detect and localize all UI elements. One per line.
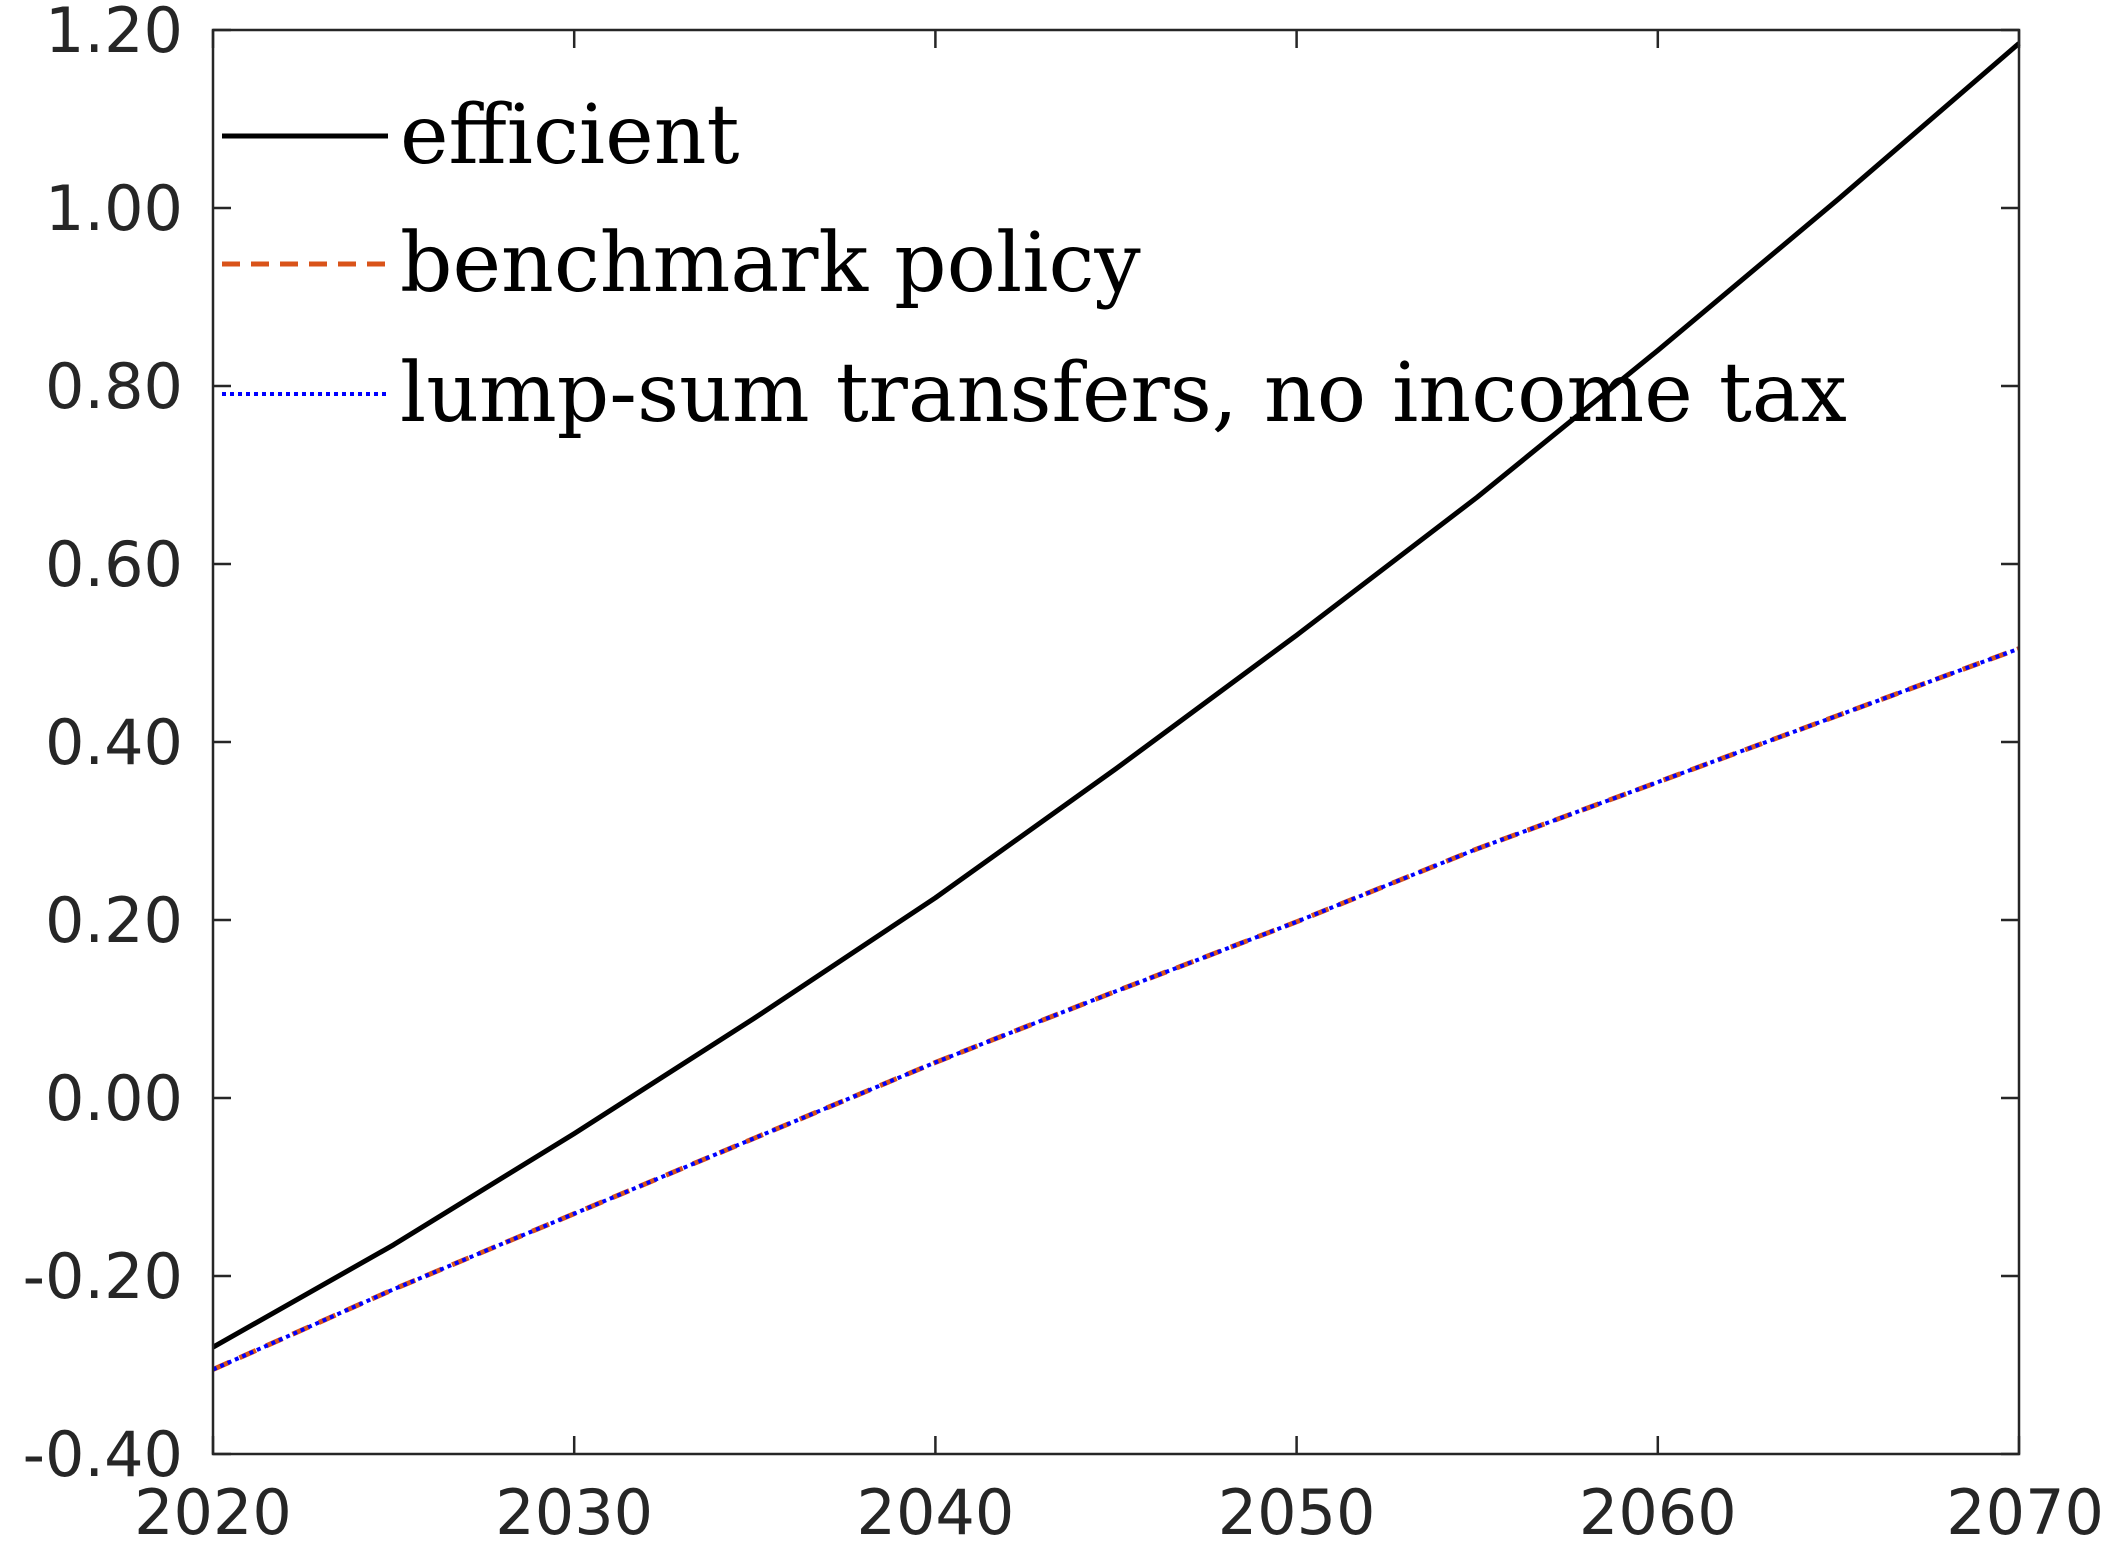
y-tick-label: 0.20 <box>45 884 183 957</box>
x-tick-label: 2050 <box>1218 1476 1376 1549</box>
legend-label-1: efficient <box>400 88 739 183</box>
series-line-2 <box>211 646 2020 1372</box>
y-tick-label: 0.40 <box>45 706 183 779</box>
y-tick-label: 1.20 <box>45 0 183 67</box>
series-line-3 <box>212 646 2020 1372</box>
y-tick-label: 0.60 <box>45 528 183 601</box>
legend-label-2: benchmark policy <box>400 216 1141 311</box>
y-tick-label: 0.00 <box>45 1062 183 1135</box>
x-tick-label: 2070 <box>1946 1476 2104 1549</box>
tick-layer: 2020 2030 2040 2050 2060 2070 -0.40 -0.20 0.00 0.… <box>23 0 2104 1549</box>
x-tick-label: 2060 <box>1579 1476 1737 1549</box>
series-line-1 <box>211 41 2021 1350</box>
legend: efficient benchmark policy lump-sum transf… <box>222 88 1847 441</box>
legend-label-3: lump-sum transfers, no income tax <box>400 346 1847 441</box>
x-tick-label: 2040 <box>857 1476 1015 1549</box>
x-tick-label: 2020 <box>134 1476 292 1549</box>
y-tick-label: -0.40 <box>23 1418 183 1491</box>
x-tick-label: 2030 <box>495 1476 653 1549</box>
y-tick-label: 1.00 <box>45 172 183 245</box>
y-tick-label: -0.20 <box>23 1240 183 1313</box>
series-layer <box>211 41 2021 1372</box>
y-tick-label: 0.80 <box>45 350 183 423</box>
